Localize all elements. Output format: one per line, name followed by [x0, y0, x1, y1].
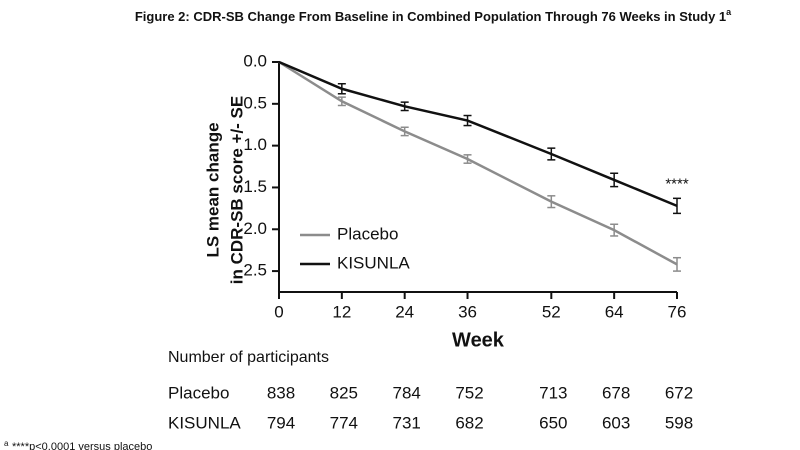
- legend-label: Placebo: [337, 224, 398, 243]
- table-cell: 672: [665, 383, 693, 402]
- error-bar: [610, 223, 619, 237]
- table-cell: 838: [267, 383, 295, 402]
- table-row-label: Placebo: [168, 383, 229, 402]
- error-bar: [463, 154, 472, 164]
- y-tick-label: 1.0: [243, 135, 267, 154]
- error-bar: [337, 96, 346, 107]
- table-cell: 598: [665, 413, 693, 432]
- title-text: Figure 2: CDR-SB Change From Baseline in…: [135, 9, 726, 24]
- y-axis-label: LS mean change: [203, 122, 222, 257]
- footnote: ****p<0.0001 versus placebo: [12, 441, 152, 450]
- table-cell: 752: [455, 383, 483, 402]
- error-bar: [547, 195, 556, 209]
- y-tick-label: 0.0: [243, 51, 267, 70]
- y-tick-label: 2.5: [243, 261, 267, 280]
- error-bar: [547, 147, 556, 161]
- title-superscript: a: [726, 7, 732, 17]
- error-bar: [400, 126, 409, 137]
- error-bar: [673, 197, 681, 215]
- x-tick-label: 0: [274, 302, 283, 321]
- error-bar: [337, 82, 346, 95]
- legend-label: KISUNLA: [337, 253, 410, 272]
- table-cell: 825: [330, 383, 358, 402]
- table-cell: 731: [392, 413, 420, 432]
- table-cell: 784: [392, 383, 420, 402]
- y-tick-label: 1.5: [243, 177, 267, 196]
- y-tick-label: 2.0: [243, 219, 267, 238]
- x-tick-label: 64: [605, 302, 624, 321]
- table-cell: 794: [267, 413, 295, 432]
- error-bar: [610, 172, 619, 188]
- y-axis-label: in CDR-SB score +/- SE: [227, 96, 246, 284]
- annotation: ****: [665, 175, 689, 192]
- table-cell: 774: [330, 413, 358, 432]
- footnote-marker: a: [4, 439, 9, 448]
- error-bar: [463, 114, 472, 127]
- y-tick-label: 0.5: [243, 93, 267, 112]
- table-title: Number of participants: [168, 349, 329, 366]
- error-bar: [400, 101, 409, 112]
- x-tick-label: 36: [458, 302, 477, 321]
- table-cell: 650: [539, 413, 567, 432]
- error-bar: [673, 256, 681, 272]
- x-tick-label: 52: [542, 302, 561, 321]
- chart-title: Figure 2: CDR-SB Change From Baseline in…: [135, 7, 732, 24]
- table-cell: 713: [539, 383, 567, 402]
- x-tick-label: 76: [668, 302, 687, 321]
- table-cell: 678: [602, 383, 630, 402]
- table-cell: 682: [455, 413, 483, 432]
- x-tick-label: 24: [395, 302, 414, 321]
- table-cell: 603: [602, 413, 630, 432]
- table-row-label: KISUNLA: [168, 413, 241, 432]
- x-axis-label: Week: [452, 329, 505, 351]
- x-tick-label: 12: [332, 302, 351, 321]
